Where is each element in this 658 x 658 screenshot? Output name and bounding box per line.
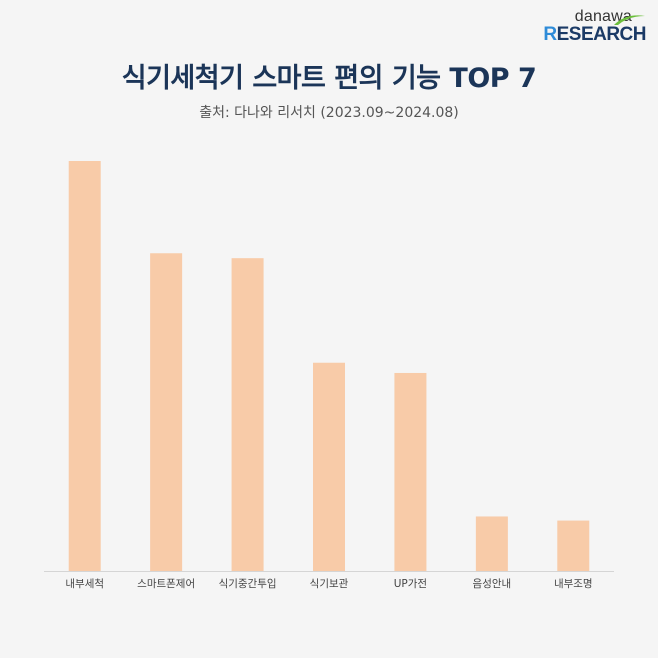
x-tick-label: 내부세척	[65, 578, 104, 590]
bar-4	[313, 362, 345, 571]
x-tick-label: 내부조명	[554, 578, 593, 590]
chart-subtitle: 출처: 다나와 리서치 (2023.09~2024.08)	[199, 105, 459, 121]
logo-text-top: danawa	[574, 8, 632, 25]
bar-7	[557, 520, 590, 571]
category-labels-group: 내부세척 스마트폰제어 식기중간투입 식기보관 UP가전 음성안내 내부조명	[65, 577, 592, 590]
x-tick-label: 스마트폰제어	[137, 578, 195, 590]
x-tick-label: 음성안내	[473, 578, 512, 590]
logo-text-rest: ESEARCH	[556, 24, 647, 45]
danawa-research-logo: danawa RESEARCH	[543, 8, 646, 48]
x-tick-label: 식기보관	[310, 578, 349, 590]
x-tick-label: UP가전	[394, 578, 427, 590]
bars-group	[68, 161, 590, 571]
logo-accent-letter: R	[543, 24, 557, 45]
logo-swoosh-icon	[614, 15, 645, 25]
logo-text-bottom: RESEARCH	[543, 24, 646, 46]
bar-5	[394, 372, 427, 571]
bar-1	[68, 161, 101, 571]
x-tick-label: 식기중간투입	[219, 577, 277, 590]
bar-6	[475, 516, 508, 571]
bar-3	[231, 258, 264, 571]
chart-title: 식기세척기 스마트 편의 기능 TOP 7	[121, 63, 537, 94]
bar-2	[150, 253, 183, 571]
